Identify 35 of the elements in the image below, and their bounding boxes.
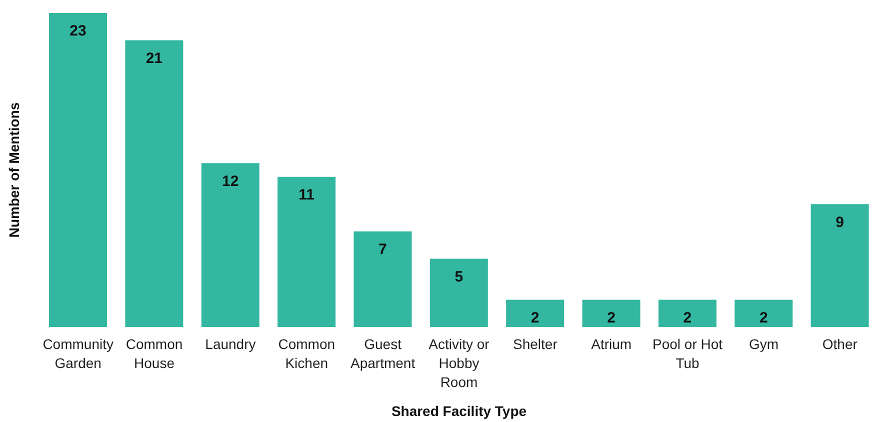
- x-tick-label: Atrium: [591, 336, 632, 352]
- bar: [810, 204, 869, 327]
- data-label: 2: [530, 309, 540, 326]
- data-label: 5: [454, 268, 464, 286]
- bar: [49, 13, 107, 327]
- x-tick-label: Shelter: [513, 336, 558, 352]
- bar: [354, 231, 412, 327]
- data-label: 12: [222, 172, 239, 190]
- data-label: 7: [378, 241, 387, 258]
- data-label: 2: [683, 309, 692, 326]
- x-tick-label: Other: [822, 336, 858, 352]
- x-tick-label: Guest Apartment: [350, 336, 416, 371]
- bar: [430, 258, 488, 327]
- x-tick-label: Laundry: [205, 336, 256, 352]
- data-label: 11: [298, 186, 314, 204]
- x-tick-label: Common House: [126, 336, 183, 371]
- bar: [658, 300, 716, 327]
- x-tick-label: Gym: [748, 336, 779, 352]
- bar: [125, 40, 184, 327]
- data-label: 21: [146, 50, 163, 67]
- data-label: 9: [836, 214, 844, 231]
- x-tick-label: Common Kichen: [278, 336, 336, 371]
- x-axis-title: Shared Facility Type: [391, 403, 527, 419]
- data-label: 2: [607, 309, 616, 326]
- bar: [278, 176, 336, 327]
- bar: [506, 300, 564, 327]
- y-axis-title: Number of Mentions: [6, 102, 22, 238]
- bar: [734, 300, 793, 327]
- data-label: 23: [70, 22, 86, 40]
- x-tick-label: Community Garden: [42, 336, 114, 371]
- bar: [582, 300, 640, 327]
- x-tick-label: Pool or Hot Tub: [652, 336, 723, 371]
- data-label: 2: [759, 309, 768, 326]
- bar: [201, 163, 260, 327]
- x-tick-label: Activity or Hobby Room: [428, 336, 490, 390]
